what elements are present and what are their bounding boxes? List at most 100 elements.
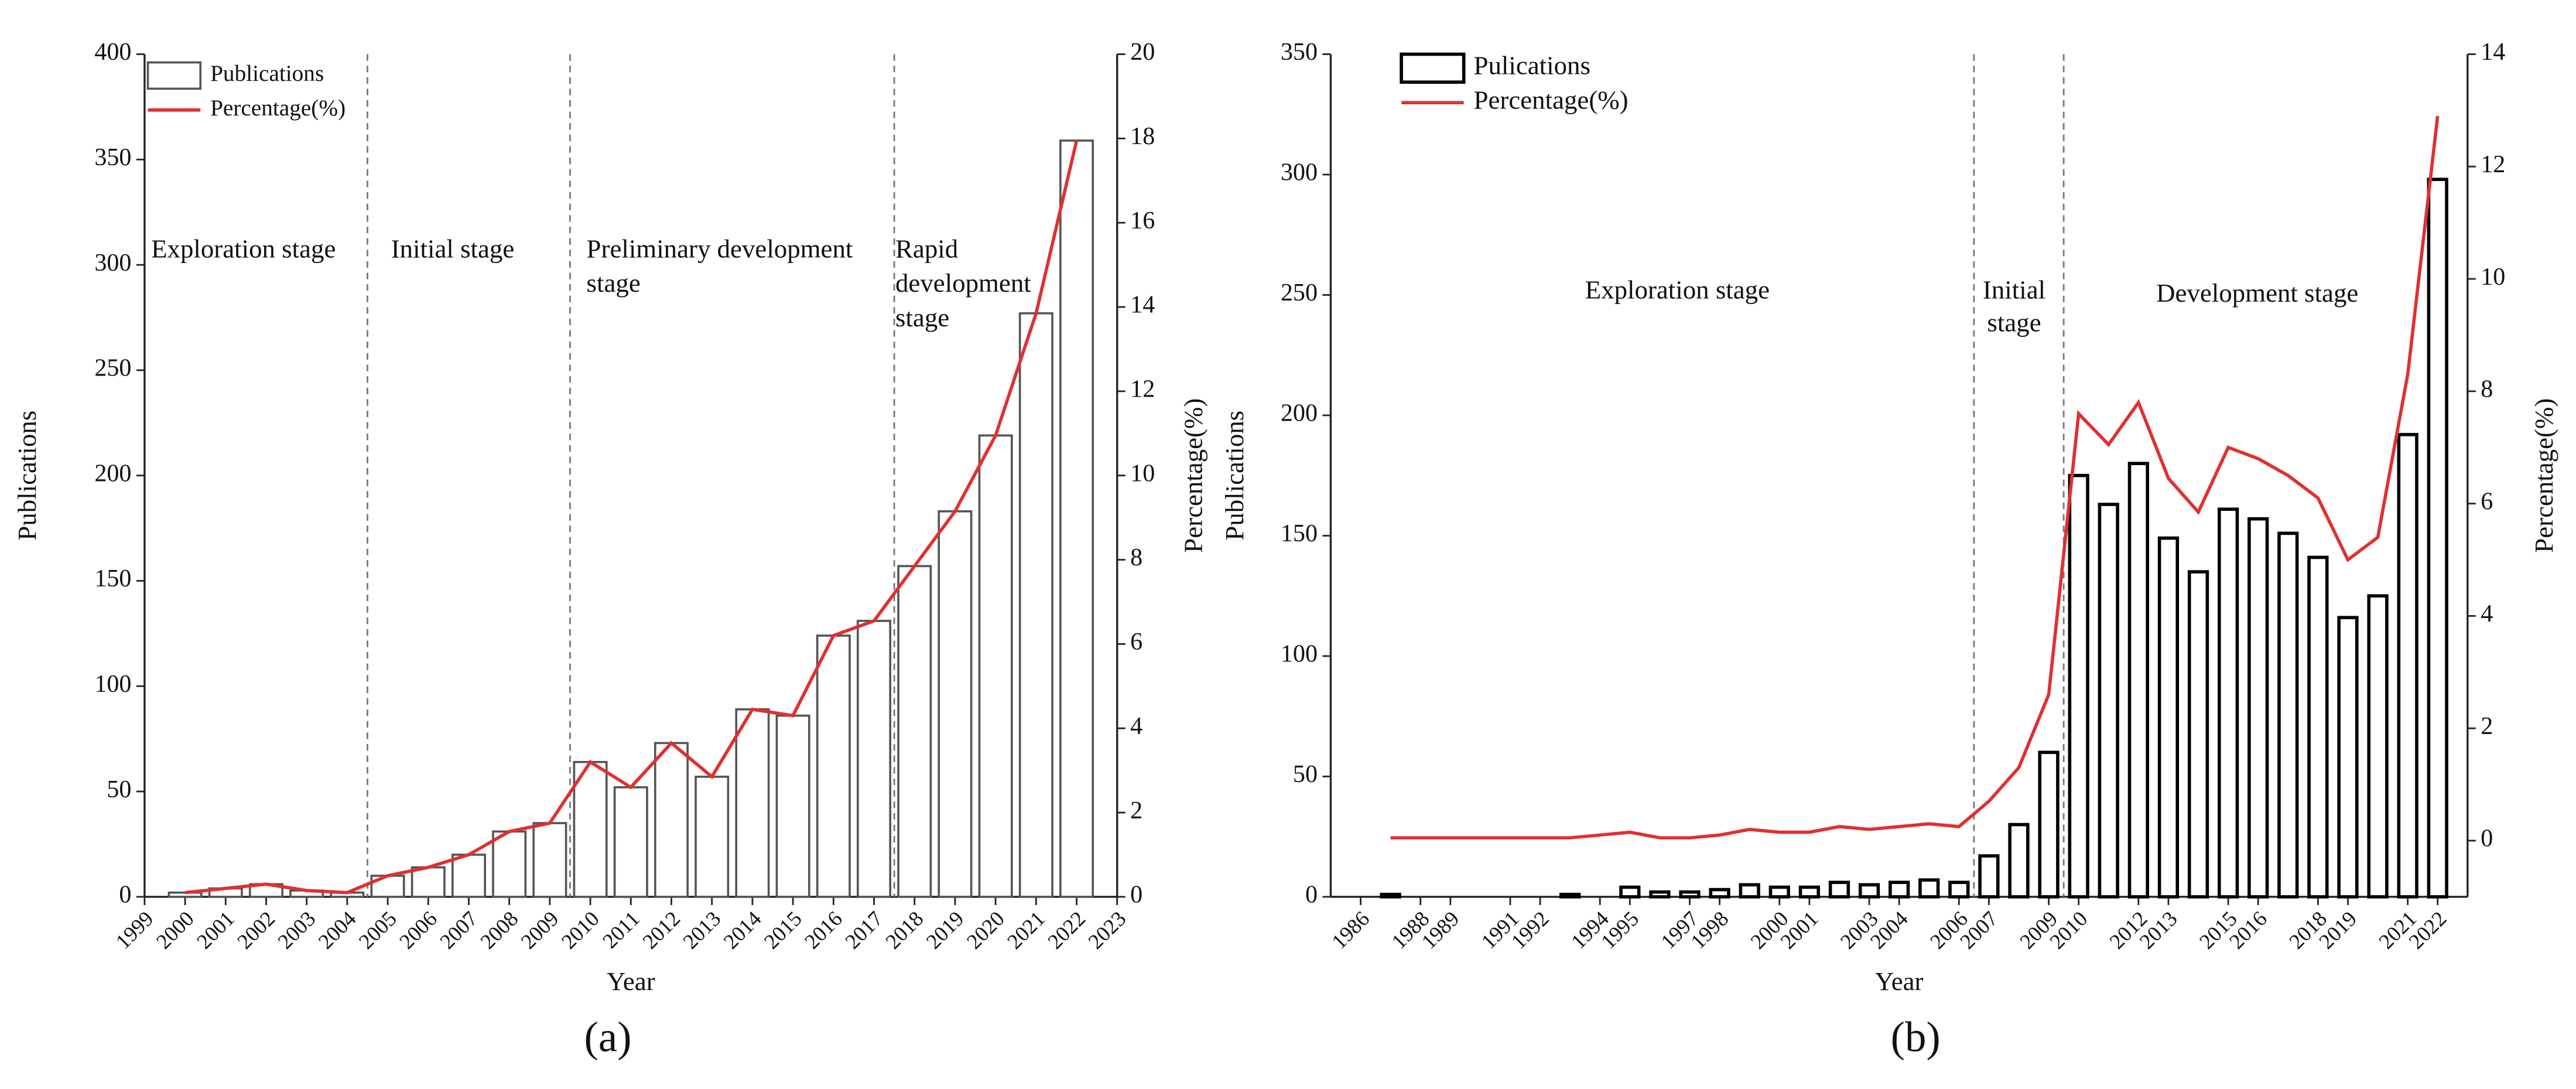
bar [1018,312,1053,898]
y-tick-label: 200 [94,460,131,487]
x-tick-label: 2003 [273,907,320,954]
bar [1559,893,1581,899]
y2-tick-label: 18 [1130,123,1155,150]
y-tick-label: 0 [119,882,131,909]
x-tick-label: 1986 [1327,907,1374,954]
bar [897,565,932,898]
y-tick-label: 200 [1281,400,1318,427]
y-tick-label: 0 [1305,882,1318,909]
y2-tick-label: 0 [2481,825,2493,852]
bar [2217,507,2239,899]
y-tick-label: 300 [1281,159,1318,186]
bar [1889,880,1910,899]
stage-label: Rapid [895,234,958,263]
bar [1978,854,2000,899]
bar [2157,536,2180,899]
bar [2337,616,2359,899]
x-tick-label: 1999 [111,907,158,954]
bar [2247,517,2269,899]
bar [1380,893,1401,899]
bar [2367,594,2389,899]
y2-tick-label: 6 [1130,629,1142,656]
bar [695,776,730,898]
y2-tick-label: 4 [1130,713,1142,740]
y2-tick-label: 0 [1130,882,1142,909]
x-tick-label: 2001 [192,907,239,954]
y-tick-label: 150 [1281,520,1318,547]
line [1390,115,2440,840]
stage-label: Exploration stage [1585,275,1770,304]
y-tick-label: 350 [94,144,131,171]
x-tick-label: 2006 [395,907,442,954]
bar [1918,878,1940,899]
x-tick-label: 2011 [598,907,644,953]
legend-label: Percentage(%) [1474,86,1629,115]
y2-tick-label: 14 [2481,39,2505,66]
x-tick-label: 2007 [435,907,482,954]
y2-axis-title: Percentage(%) [2529,398,2558,553]
bar [2008,822,2030,899]
x-tick-label: 2021 [1003,907,1049,954]
y2-tick-label: 8 [2481,376,2493,403]
bar [2277,531,2299,899]
x-tick-label: 2018 [881,907,928,954]
x-tick-label: 2017 [840,907,887,954]
caption: (b) [1891,1013,1941,1060]
bar [2307,555,2329,899]
y-tick-label: 250 [94,355,131,382]
bar [2187,570,2209,899]
x-tick-label: 2004 [314,907,361,954]
x-tick-label: 2023 [1084,907,1131,954]
stage-label: Exploration stage [151,234,336,263]
x-tick-label: 2019 [922,907,969,954]
y2-tick-label: 12 [2481,151,2505,178]
stage-label: Initial stage [391,234,515,263]
y-tick-label: 50 [1293,761,1318,788]
bar [2127,462,2149,899]
bar [2098,503,2119,899]
x-tick-label: 2014 [719,907,766,954]
stage-label: Preliminary development [587,234,853,263]
y2-tick-label: 10 [1130,460,1155,487]
legend-swatch [1400,52,1466,84]
bar [1798,885,1821,899]
stage-label: Initial [1983,275,2045,304]
stage-label: Development stage [2156,278,2358,308]
x-tick-label: 2013 [679,907,726,954]
y2-tick-label: 4 [2481,600,2493,627]
x-tick-label: 2010 [557,907,604,954]
y-tick-label: 100 [94,671,131,698]
y2-tick-label: 16 [1130,207,1155,234]
bar [857,620,892,898]
bar [1858,883,1880,899]
x-tick-label: 2000 [152,907,199,954]
stage-label: development [895,268,1031,298]
y-axis-title: Publications [1220,411,1249,541]
legend-swatch [146,61,202,90]
x-tick-label: 2002 [232,907,279,954]
bar [1059,139,1094,898]
y-axis-title: Publications [12,411,42,541]
y-tick-label: 100 [1281,641,1318,668]
x-tick-label: 2009 [516,907,563,954]
y2-tick-label: 2 [2481,713,2493,740]
bar [451,854,487,898]
y-tick-label: 300 [94,250,131,276]
x-tick-label: 2016 [800,907,847,954]
bar [816,634,851,898]
bar [1649,890,1671,899]
bar [573,760,608,898]
x-tick-label: 2008 [476,907,523,954]
bar [492,830,527,898]
y-tick-label: 150 [94,565,131,592]
y-tick-label: 350 [1281,39,1318,66]
x-tick-label: 2022 [1043,907,1090,954]
x-tick-label: 2020 [962,907,1009,954]
bar [613,786,648,898]
bar [1679,890,1701,899]
y2-tick-label: 6 [2481,488,2493,515]
line [184,140,1079,895]
bar [1739,883,1760,899]
bar [654,742,689,898]
